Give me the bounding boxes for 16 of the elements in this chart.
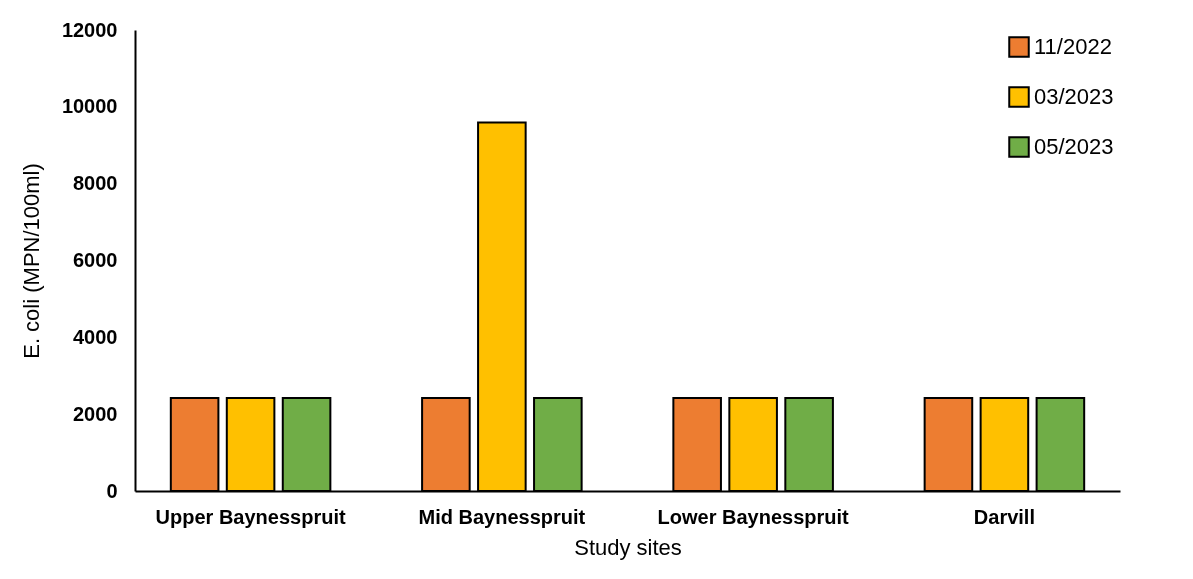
x-tick-label: Darvill	[973, 505, 1035, 528]
x-tick-label: Mid Baynesspruit	[418, 505, 586, 528]
y-tick-label: 10000	[61, 95, 118, 118]
y-tick-label: 6000	[73, 249, 118, 271]
y-tick-label: 12000	[61, 18, 118, 41]
legend-label: 11/2022	[1034, 34, 1112, 59]
legend-label: 03/2023	[1034, 84, 1114, 109]
x-tick-label: Upper Baynesspruit	[155, 505, 346, 528]
y-axis-title: E. coli (MPN/100ml)	[18, 163, 44, 359]
y-tick-label: 0	[106, 479, 118, 502]
y-tick-label: 8000	[73, 172, 118, 195]
x-tick-label: Lower Baynesspruit	[657, 505, 850, 528]
legend-label: 05/2023	[1034, 134, 1114, 159]
y-tick-label: 2000	[73, 402, 118, 425]
x-axis-title: Study sites	[574, 534, 682, 560]
y-tick-label: 4000	[73, 325, 118, 348]
